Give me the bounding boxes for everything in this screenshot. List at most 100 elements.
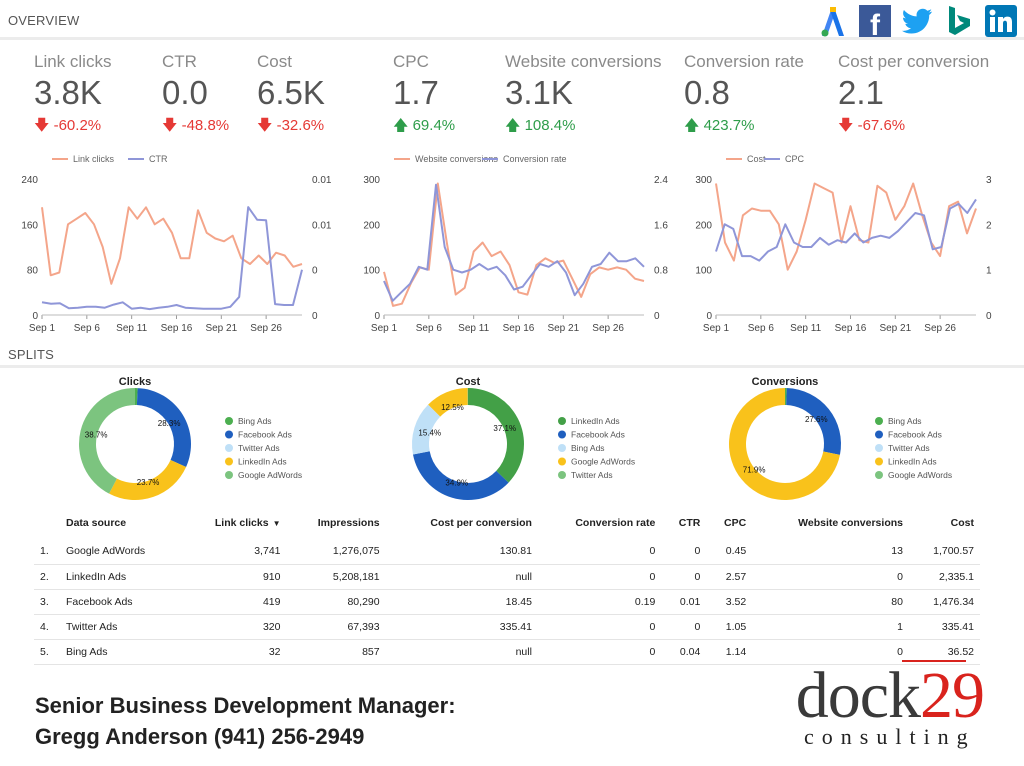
donut-slice[interactable] [729,388,840,500]
kpi-cost-per-conversion: Cost per conversion 2.1 🡇 -67.6% [838,52,989,140]
y-right-tick: 0.01 [312,220,332,231]
donut-slice[interactable] [135,388,138,406]
col-conversion-rate[interactable]: Conversion rate [575,517,656,529]
donut-slice[interactable] [136,388,191,467]
x-tick-label: Sep 1 [703,323,730,334]
legend-label[interactable]: LinkedIn Ads [238,457,287,467]
legend-label[interactable]: Google AdWords [238,470,302,480]
col-cpc[interactable]: CPC [724,517,747,529]
line-chart-cost-cpc[interactable]: Cost CPC 0 100 200 300 0 1 2 3 Sep 1 Sep 6 Sep 11 Sep… [684,148,1014,338]
x-tick-label: Sep 11 [458,323,489,334]
table-cell: 0 [661,539,707,565]
col-ctr[interactable]: CTR [678,517,701,529]
legend-label[interactable]: CTR [149,154,168,164]
legend-dot [558,444,566,452]
table-cell: 13 [752,539,909,565]
bing-icon [942,4,976,38]
donut-slice[interactable] [109,460,187,500]
donut-slice[interactable] [79,388,135,494]
kpi-conversion-rate: Conversion rate 0.8 🡅 423.7% [684,52,804,140]
sort-desc-icon[interactable]: ▼ [272,519,281,528]
arrow-up-icon: 🡅 [393,117,409,134]
legend-label[interactable]: Bing Ads [238,416,272,426]
series-line[interactable] [383,183,645,302]
y-right-tick: 1 [986,266,992,277]
donut-percent-label: 15.4% [418,428,441,437]
legend-label[interactable]: CPC [785,154,805,164]
donut-percent-label: 37.1% [493,424,516,433]
donut-slice[interactable] [412,404,441,455]
col-data-source[interactable]: Data source [66,517,127,529]
y-right-tick: 1.6 [654,220,668,231]
col-impressions[interactable]: Impressions [317,517,380,529]
kpi-delta-value: -48.8% [181,117,230,134]
kpi-delta: 🡅 69.4% [393,115,455,140]
contact-name-phone: Gregg Anderson (941) 256-2949 [35,724,365,749]
series-line[interactable] [715,198,977,262]
donut-slice[interactable] [468,388,524,483]
line-chart-clicks-ctr[interactable]: Link clicks CTR 0 80 160 240 0 0 0.01 0.01 Sep 1 Se… [10,148,340,338]
donut-slice[interactable] [786,388,841,455]
row-index: 3. [34,589,60,615]
legend-label[interactable]: Google AdWords [571,457,635,467]
legend-label[interactable]: Bing Ads [571,443,605,453]
donut-chart-conversions[interactable]: Conversions 27.6% 71.9% Bing Ads Facebook Ad… [720,372,980,507]
table-row[interactable]: 1. Google AdWords 3,741 1,276,075 130.81 0 0 0.… [34,539,980,565]
series-line[interactable] [41,206,303,285]
col-index [34,512,60,539]
x-tick-label: Sep 21 [879,323,911,334]
table-cell: Twitter Ads [60,614,183,640]
legend-label[interactable]: Facebook Ads [238,430,292,440]
y-left-tick: 200 [695,220,712,231]
legend-label[interactable]: Conversion rate [503,154,567,164]
legend-label[interactable]: Twitter Ads [238,443,280,453]
legend-label[interactable]: Cost [747,154,766,164]
donut-slice[interactable] [428,388,468,417]
kpi-link-clicks: Link clicks 3.8K 🡇 -60.2% [34,52,111,140]
legend-label[interactable]: LinkedIn Ads [888,457,937,467]
table-cell: Facebook Ads [60,589,183,615]
table-row[interactable]: 5. Bing Ads 32 857 null 0 0.04 1.14 0 36.52 [34,639,980,665]
legend-dot [225,471,233,479]
donut-chart-clicks[interactable]: Clicks 38.7% 28.3% 23.7% Bing Ads Facebook Ad… [70,372,330,507]
kpi-delta: 🡅 108.4% [505,115,662,140]
legend-label[interactable]: Twitter Ads [888,443,930,453]
table-cell: 0 [661,564,707,590]
col-cost[interactable]: Cost [950,517,974,529]
y-right-tick: 0 [986,311,992,322]
y-left-tick: 300 [363,175,380,186]
col-cost-per-conversion[interactable]: Cost per conversion [430,517,532,529]
legend-dot [558,430,566,439]
y-left-tick: 80 [27,266,39,277]
series-line[interactable] [715,182,977,271]
y-right-tick: 2 [986,220,992,231]
splits-header [0,343,1024,368]
donut-slice[interactable] [785,388,787,406]
col-website-conversions[interactable]: Website conversions [798,517,903,529]
series-line[interactable] [383,182,645,307]
legend-label[interactable]: Facebook Ads [888,430,942,440]
legend-label[interactable]: LinkedIn Ads [571,416,620,426]
table-cell: 0 [537,639,662,665]
kpi-delta-value: -67.6% [857,117,906,134]
legend-label[interactable]: Facebook Ads [571,430,625,440]
legend-label[interactable]: Website conversions [415,154,498,164]
legend-dot [225,444,233,452]
legend-label[interactable]: Twitter Ads [571,470,613,480]
col-link-clicks[interactable]: Link clicks ▼ [182,512,286,539]
y-right-tick: 0 [312,266,318,277]
table-row[interactable]: 2. LinkedIn Ads 910 5,208,181 null 0 0 2.57 0 2,3… [34,564,980,590]
kpi-delta-value: 69.4% [412,117,456,134]
legend-label[interactable]: Link clicks [73,154,115,164]
donut-slice[interactable] [412,451,509,500]
y-left-tick: 200 [363,220,380,231]
series-line[interactable] [41,206,303,311]
legend-label[interactable]: Bing Ads [888,416,922,426]
table-row[interactable]: 4. Twitter Ads 320 67,393 335.41 0 0 1.05 1 335.4… [34,614,980,640]
table-row[interactable]: 3. Facebook Ads 419 80,290 18.45 0.19 0.01 3.52… [34,589,980,615]
table-cell: Bing Ads [60,639,183,665]
donut-percent-label: 23.7% [137,478,160,487]
donut-chart-cost[interactable]: Cost 37.1% 34.9% 15.4% 12.5% LinkedIn Ads Face… [403,372,663,507]
line-chart-conversions[interactable]: Website conversions Conversion rate 0 100 20… [352,148,682,338]
legend-label[interactable]: Google AdWords [888,470,952,480]
